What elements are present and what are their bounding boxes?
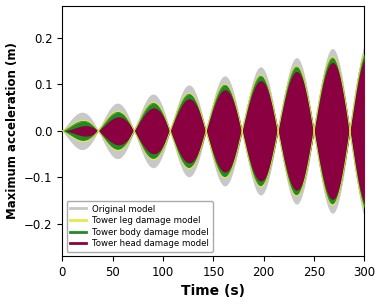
Legend: Original model, Tower leg damage model, Tower body damage model, Tower head dama: Original model, Tower leg damage model, … bbox=[67, 201, 213, 252]
Y-axis label: Maximum acceleration (m): Maximum acceleration (m) bbox=[6, 43, 19, 219]
X-axis label: Time (s): Time (s) bbox=[181, 285, 245, 299]
